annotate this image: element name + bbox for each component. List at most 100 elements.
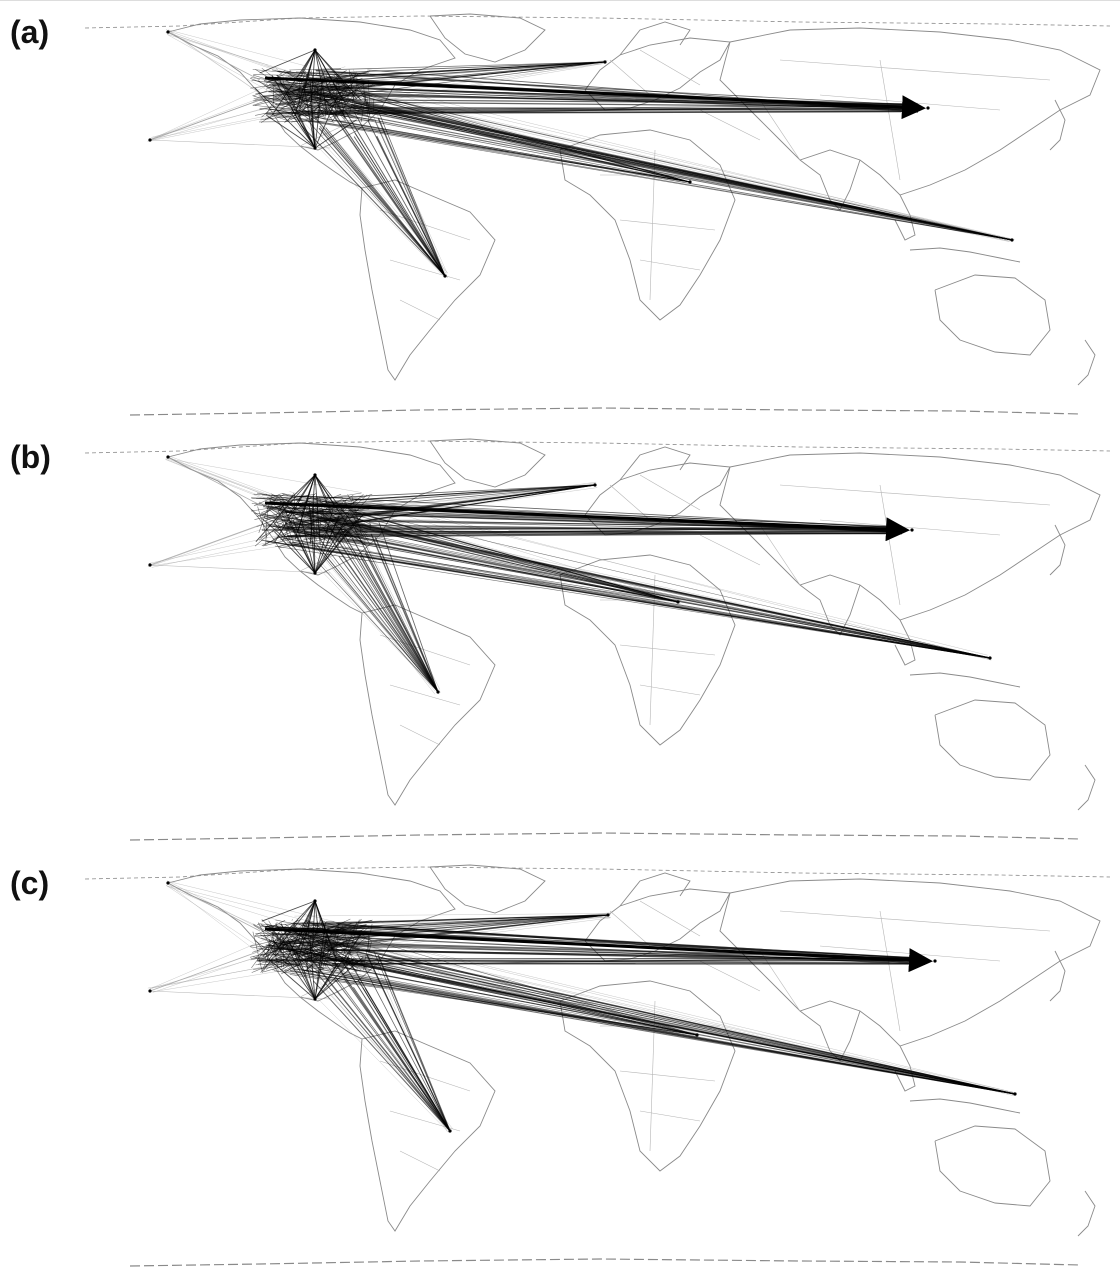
flow-link — [353, 987, 451, 1132]
flow-link — [274, 531, 316, 574]
panel-label-c: (c) — [10, 865, 50, 901]
flow-node — [593, 483, 597, 487]
flow-network-group — [147, 880, 1017, 1133]
coastline — [619, 21, 691, 56]
arctic-coast-line — [84, 866, 1111, 880]
flow-link — [291, 919, 293, 921]
flow-link — [314, 955, 1016, 1095]
flow-link — [265, 509, 268, 545]
flow-link — [308, 965, 698, 1036]
flow-link — [147, 78, 283, 142]
flow-link — [152, 515, 303, 566]
country-border — [619, 1070, 716, 1082]
flow-node — [148, 563, 152, 567]
arctic-coast-line — [84, 440, 1111, 454]
coastline — [559, 129, 736, 321]
coastline — [1049, 524, 1066, 576]
country-border — [699, 960, 761, 992]
flow-link — [167, 31, 261, 81]
flow-link — [316, 61, 606, 74]
flow-node — [933, 959, 937, 963]
flow-link — [255, 504, 291, 508]
flow-link — [149, 101, 339, 140]
flow-link — [277, 71, 919, 106]
coastline — [934, 274, 1051, 356]
country-border — [399, 724, 441, 746]
flow-link — [257, 506, 268, 539]
flow-link — [165, 885, 285, 938]
flow-node — [676, 600, 680, 604]
coastline — [934, 1125, 1051, 1207]
flow-link — [359, 63, 603, 97]
country-border — [399, 1150, 441, 1172]
flow-node — [313, 997, 317, 1001]
country-border — [639, 900, 701, 937]
flow-link — [312, 502, 316, 574]
coastline — [909, 672, 1021, 688]
flow-link — [325, 94, 1013, 241]
country-border — [699, 109, 761, 141]
coastline — [1049, 99, 1066, 151]
country-border — [759, 524, 801, 586]
panel-label-a: (a) — [10, 14, 50, 50]
country-border — [819, 519, 1001, 536]
antarctic-coast-line — [129, 1258, 1081, 1267]
flow-link — [269, 494, 315, 502]
flow-node — [443, 274, 447, 278]
flow-link — [339, 121, 1013, 241]
flow-link — [294, 474, 316, 540]
flow-link — [271, 49, 316, 116]
flow-link — [261, 900, 316, 922]
flow-link — [327, 107, 446, 277]
flow-link — [334, 533, 991, 659]
coastline — [619, 446, 691, 481]
flow-link — [356, 113, 1013, 241]
flow-link — [266, 74, 302, 90]
flow-link — [276, 530, 903, 538]
flow-node — [910, 528, 914, 532]
flow-link — [259, 49, 316, 74]
flow-node — [148, 989, 152, 993]
coastline — [719, 452, 1101, 621]
flow-link — [168, 884, 265, 958]
country-border — [399, 299, 441, 321]
flow-arrow-china — [264, 501, 910, 542]
panel-b: (b) — [0, 425, 1120, 850]
flow-link — [167, 456, 261, 506]
flow-link — [377, 954, 451, 1132]
flow-link — [338, 555, 439, 693]
flow-link — [256, 494, 342, 527]
flow-link — [322, 527, 439, 693]
flow-link — [334, 978, 451, 1132]
flow-link — [361, 92, 1013, 241]
flow-link — [374, 120, 446, 277]
country-border — [879, 484, 901, 606]
flow-link — [377, 118, 446, 277]
coastline — [1077, 764, 1096, 811]
flow-link — [167, 882, 261, 932]
basemap-group — [84, 864, 1111, 1267]
flow-link — [149, 937, 270, 990]
flow-node — [313, 473, 317, 477]
flow-link — [166, 457, 267, 495]
flow-link — [149, 524, 261, 566]
flow-link — [366, 954, 451, 1132]
flow-link — [252, 931, 263, 973]
flow-link — [266, 114, 316, 149]
coastline — [429, 864, 546, 914]
flow-link — [316, 543, 439, 693]
flow-link — [344, 975, 1016, 1095]
flow-link — [278, 69, 286, 77]
flow-link — [272, 933, 926, 966]
flow-link — [272, 952, 449, 1133]
flow-link — [304, 104, 919, 116]
country-border — [639, 474, 701, 511]
antarctic-coast-line — [129, 832, 1081, 841]
panel-label-b: (b) — [10, 439, 51, 475]
flow-link — [267, 938, 270, 961]
flow-link — [166, 885, 265, 951]
country-border — [779, 910, 1051, 932]
flow-node — [695, 1033, 699, 1037]
flow-link — [266, 914, 609, 932]
flow-link — [257, 922, 280, 964]
